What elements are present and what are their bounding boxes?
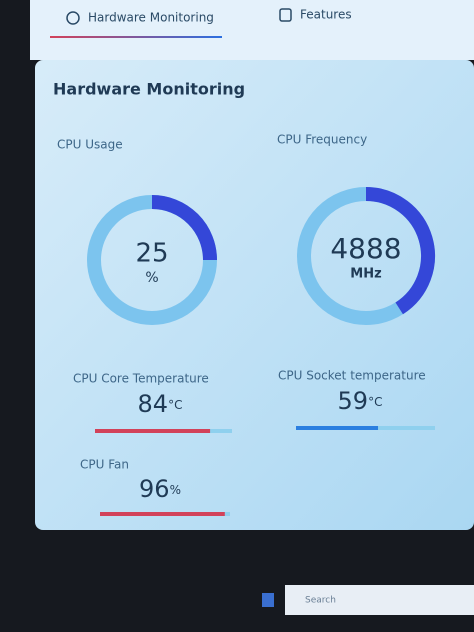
metric-label: CPU Fan <box>80 458 129 472</box>
gauge-arc <box>151 195 217 261</box>
tab-underline <box>50 36 222 38</box>
section-title: Hardware Monitoring <box>53 80 245 99</box>
bar-fill <box>95 429 211 433</box>
metric-unit: MHz <box>350 267 381 282</box>
tab[interactable]: Hardware Monitoring <box>88 11 214 25</box>
tab-icon <box>66 11 80 25</box>
metric-number: 96 <box>139 475 170 503</box>
taskbar <box>285 585 474 615</box>
metric-label: CPU Core Temperature <box>73 372 209 386</box>
gauge-arc <box>365 187 435 315</box>
panel <box>35 60 474 530</box>
metric-value: 4888 <box>330 232 401 265</box>
metric-label: CPU Frequency <box>277 133 367 147</box>
tab-bar <box>30 0 474 60</box>
metric-value: 25 <box>135 239 168 269</box>
metric-value: 96% <box>139 475 181 503</box>
metric-value: 59°C <box>338 387 383 415</box>
metric-number: 84 <box>138 390 169 418</box>
metric-unit: % <box>170 483 181 497</box>
tab-icon <box>279 8 292 22</box>
metric-unit: °C <box>368 395 382 409</box>
search-box[interactable]: Search <box>305 596 336 606</box>
start-icon <box>262 593 274 607</box>
metric-unit: °C <box>168 398 182 412</box>
metric-number: 59 <box>338 387 369 415</box>
metric-unit: % <box>145 270 158 286</box>
metric-label: CPU Usage <box>57 138 123 152</box>
metric-value: 84°C <box>138 390 183 418</box>
metric-label: CPU Socket temperature <box>278 369 426 383</box>
bar-fill <box>100 512 225 516</box>
tab[interactable]: Features <box>300 8 352 22</box>
bar-fill <box>296 426 379 430</box>
